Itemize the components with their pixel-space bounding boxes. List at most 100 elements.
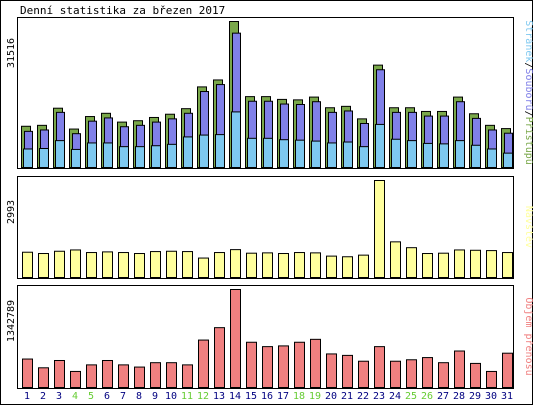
- day-label: 12: [197, 391, 209, 402]
- bar-Stránek-day-22: [359, 146, 369, 168]
- bar-Objem přenosu-day-15: [246, 341, 257, 388]
- bar-Objem přenosu-day-9: [150, 362, 161, 388]
- bar-Stránek-day-17: [279, 139, 289, 168]
- day-label: 2: [40, 391, 46, 402]
- bar-Návštěv-day-12: [198, 257, 209, 278]
- bar-Návštěv-day-7: [118, 252, 129, 278]
- day-label: 27: [437, 391, 449, 402]
- bar-Objem přenosu-day-13: [214, 327, 225, 389]
- bar-Návštěv-day-16: [262, 252, 273, 279]
- bar-Objem přenosu-day-26: [422, 357, 433, 389]
- bar-Objem přenosu-day-20: [326, 353, 337, 388]
- day-label: 31: [501, 391, 513, 402]
- bar-Návštěv-day-23: [374, 180, 385, 278]
- bar-Návštěv-day-13: [214, 252, 225, 278]
- bar-Objem přenosu-day-22: [358, 360, 369, 388]
- day-label: 25: [405, 391, 417, 402]
- day-label: 24: [389, 391, 401, 402]
- bar-Návštěv-day-18: [294, 252, 305, 278]
- bar-Objem přenosu-day-11: [182, 364, 193, 389]
- bar-Stránek-day-20: [327, 142, 337, 168]
- legend-item: /: [523, 62, 533, 68]
- bar-Stránek-day-21: [343, 141, 353, 168]
- bar-Návštěv-day-1: [22, 251, 33, 278]
- bar-Stránek-day-31: [503, 152, 513, 168]
- bar-Stránek-day-15: [247, 137, 257, 168]
- day-label: 8: [136, 391, 142, 402]
- bar-Stránek-day-24: [391, 138, 401, 168]
- day-label: 15: [245, 391, 257, 402]
- bar-Stránek-day-11: [183, 136, 193, 168]
- day-label: 6: [104, 391, 110, 402]
- day-label: 11: [181, 391, 193, 402]
- day-label: 21: [341, 391, 353, 402]
- bar-Návštěv-day-24: [390, 241, 401, 278]
- bar-Návštěv-day-14: [230, 249, 241, 278]
- bar-Objem přenosu-day-25: [406, 359, 417, 388]
- day-label: 18: [293, 391, 305, 402]
- bar-Stránek-day-7: [119, 146, 129, 168]
- panel-legend: Objem přenosu: [523, 297, 533, 375]
- day-label: 22: [357, 391, 369, 402]
- bar-Objem přenosu-day-6: [102, 359, 113, 388]
- bar-Návštěv-day-11: [182, 251, 193, 278]
- bar-Objem přenosu-day-7: [118, 364, 129, 389]
- bar-Stránek-day-23: [375, 123, 385, 168]
- bar-Návštěv-day-8: [134, 253, 145, 279]
- day-label: 7: [120, 391, 126, 402]
- panel-middle: 2993 Návštěv: [6, 176, 533, 279]
- bar-Stránek-day-14: [231, 111, 241, 168]
- day-label: 1: [24, 391, 30, 402]
- day-label: 28: [453, 391, 465, 402]
- bar-Objem přenosu-day-17: [278, 345, 289, 389]
- bar-Stránek-day-12: [199, 134, 209, 168]
- bar-Objem přenosu-day-4: [70, 370, 81, 389]
- series-Stránek: [23, 111, 513, 168]
- legend-item: /: [523, 111, 533, 117]
- bar-Návštěv-day-19: [310, 252, 321, 279]
- bar-Návštěv-day-21: [342, 256, 353, 279]
- bar-Návštěv-day-29: [470, 249, 481, 278]
- series-Objem přenosu: [22, 289, 513, 389]
- day-label: 5: [88, 391, 94, 402]
- day-label: 30: [485, 391, 497, 402]
- bar-Stránek-day-29: [471, 144, 481, 168]
- day-label: 14: [229, 391, 241, 402]
- bar-Objem přenosu-day-5: [86, 364, 97, 389]
- bar-Návštěv-day-20: [326, 255, 337, 278]
- bar-Objem přenosu-day-2: [38, 367, 49, 388]
- bar-Stránek-day-2: [39, 148, 49, 168]
- bar-Stránek-day-16: [263, 137, 273, 168]
- day-label: 4: [72, 391, 78, 402]
- legend-item: Stránek: [523, 20, 533, 62]
- bar-Objem přenosu-day-29: [470, 362, 481, 389]
- series-Návštěv: [22, 180, 513, 279]
- bar-Objem přenosu-day-12: [198, 339, 209, 389]
- bar-Objem přenosu-day-30: [486, 370, 497, 389]
- bar-Návštěv-day-9: [150, 251, 161, 278]
- day-label: 29: [469, 391, 481, 402]
- day-label: 26: [421, 391, 433, 402]
- bar-Stránek-day-25: [407, 140, 417, 168]
- panel-max-label: 1342789: [6, 300, 17, 342]
- day-label: 19: [309, 391, 321, 402]
- bar-Návštěv-day-4: [70, 249, 81, 279]
- bar-Objem přenosu-day-1: [22, 358, 33, 389]
- bar-Objem přenosu-day-8: [134, 366, 145, 388]
- day-label: 10: [165, 391, 177, 402]
- bar-Objem přenosu-day-27: [438, 362, 449, 388]
- bar-Stránek-day-5: [87, 142, 97, 168]
- day-label: 20: [325, 391, 337, 402]
- bar-Návštěv-day-15: [246, 252, 257, 278]
- panel-legend: Návštěv: [523, 206, 533, 248]
- bar-Návštěv-day-27: [438, 252, 449, 278]
- bar-Objem přenosu-day-10: [166, 362, 177, 388]
- bar-Návštěv-day-6: [102, 251, 113, 278]
- panel-max-label: 2993: [6, 200, 17, 224]
- bar-Stránek-day-1: [23, 148, 33, 168]
- legend-item: Návštěv: [523, 206, 533, 248]
- bar-Stránek-day-3: [55, 140, 65, 168]
- day-label: 13: [213, 391, 225, 402]
